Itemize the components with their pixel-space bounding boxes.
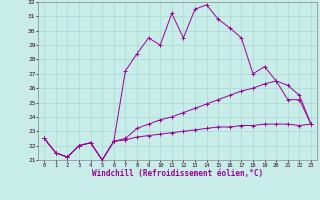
X-axis label: Windchill (Refroidissement éolien,°C): Windchill (Refroidissement éolien,°C): [92, 169, 263, 178]
